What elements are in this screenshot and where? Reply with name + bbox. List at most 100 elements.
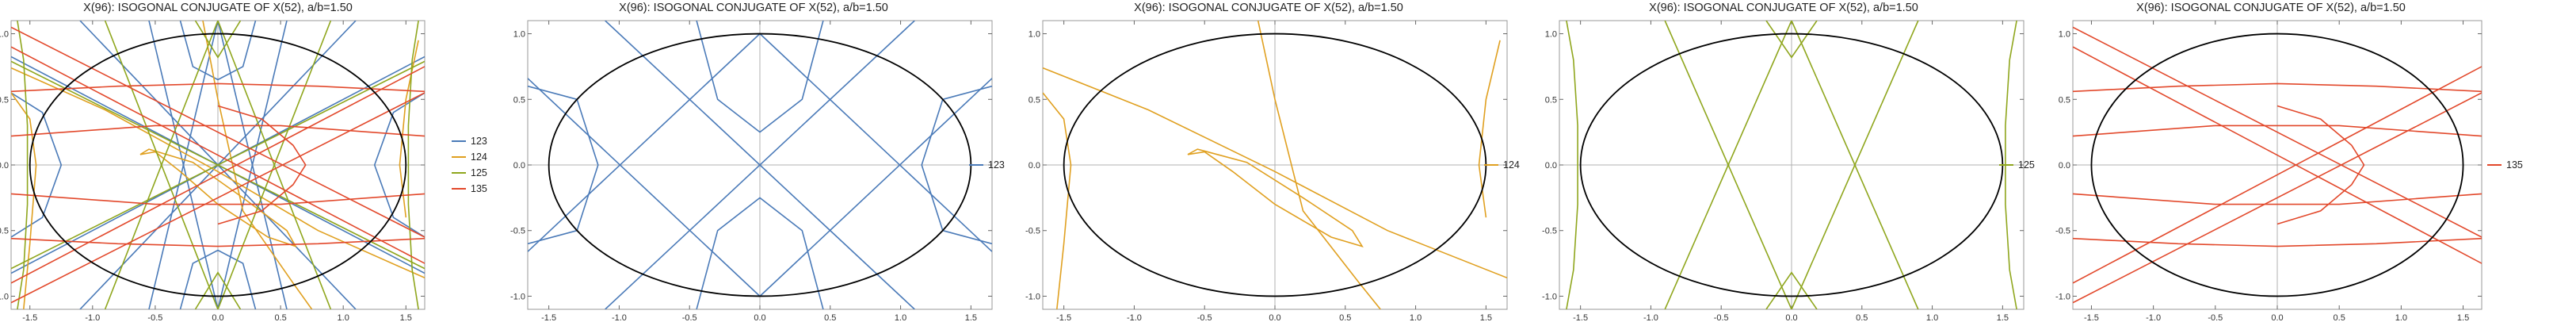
series-124-curve xyxy=(139,148,297,248)
x-tick-label: 1.0 xyxy=(1410,313,1422,322)
series-125-curve xyxy=(1791,21,1919,309)
chart-title: X(96): ISOGONAL CONJUGATE OF X(52), a/b=… xyxy=(2136,2,2406,14)
y-tick-label: -0.5 xyxy=(1542,227,1557,236)
y-tick-label: -1.0 xyxy=(1542,292,1557,301)
x-tick-label: 1.0 xyxy=(2395,313,2407,322)
chart-panel-2: X(96): ISOGONAL CONJUGATE OF X(52), a/b=… xyxy=(510,0,1030,322)
series-135-curve xyxy=(11,92,425,304)
reference-ellipse xyxy=(2090,33,2464,297)
legend-label-135: 135 xyxy=(2506,159,2523,171)
y-tick-label: -1.0 xyxy=(2055,292,2070,301)
legend-label-124: 124 xyxy=(471,151,487,163)
y-tick-label: 0.5 xyxy=(1028,95,1040,105)
y-tick-label: 0.0 xyxy=(1028,161,1040,171)
legend-label-123: 123 xyxy=(471,136,487,147)
series-123-curve xyxy=(217,21,288,309)
x-tick-label: -1.0 xyxy=(2146,313,2161,322)
series-125-curve xyxy=(217,21,332,309)
series-135-curve xyxy=(2276,105,2365,225)
series-135-curve xyxy=(11,46,425,264)
y-tick-label: 0.5 xyxy=(2059,95,2070,105)
y-tick-label: -0.5 xyxy=(0,227,9,236)
y-tick-label: -1.0 xyxy=(1025,292,1040,301)
series-125-curve xyxy=(104,21,219,309)
series-135-curve xyxy=(217,105,307,225)
series-124-curve xyxy=(202,21,313,309)
legend-label-135: 135 xyxy=(471,183,487,194)
x-tick-label: 1.5 xyxy=(2457,313,2469,322)
y-tick-label: 1.0 xyxy=(0,30,9,40)
x-tick-label: 0.0 xyxy=(212,313,223,322)
y-tick-label: 0.5 xyxy=(513,95,525,105)
series-123-curve xyxy=(179,249,257,309)
series-125-curve xyxy=(1765,21,1818,59)
series-135-curve xyxy=(2073,26,2482,238)
x-tick-label: 1.5 xyxy=(1997,313,2009,322)
y-tick-label: -0.5 xyxy=(2055,227,2070,236)
series-123-curve xyxy=(921,85,992,245)
x-tick-label: 0.5 xyxy=(1856,313,1868,322)
chart-svg-2: X(96): ISOGONAL CONJUGATE OF X(52), a/b=… xyxy=(510,2,1005,322)
chart-svg-4: X(96): ISOGONAL CONJUGATE OF X(52), a/b=… xyxy=(1542,2,2035,322)
series-124-curve xyxy=(11,92,37,309)
series-135-curve xyxy=(11,66,425,284)
y-tick-label: 1.0 xyxy=(1028,30,1040,40)
x-tick-label: -1.0 xyxy=(1127,313,1142,322)
series-135-curve xyxy=(2073,46,2482,264)
legend-label-123: 123 xyxy=(988,159,1005,171)
plot-area xyxy=(2073,26,2482,304)
chart-title: X(96): ISOGONAL CONJUGATE OF X(52), a/b=… xyxy=(1134,2,1403,14)
x-tick-label: -0.5 xyxy=(682,313,697,322)
x-tick-label: 0.0 xyxy=(2271,313,2283,322)
series-135-curve xyxy=(2073,82,2482,93)
chart-svg-1: X(96): ISOGONAL CONJUGATE OF X(52), a/b=… xyxy=(0,2,487,322)
series-125-curve xyxy=(1765,271,1818,309)
chart-svg-5: X(96): ISOGONAL CONJUGATE OF X(52), a/b=… xyxy=(2055,2,2523,322)
chart-title: X(96): ISOGONAL CONJUGATE OF X(52), a/b=… xyxy=(83,2,353,14)
chart-panel-1: X(96): ISOGONAL CONJUGATE OF X(52), a/b=… xyxy=(0,0,515,322)
series-135-curve xyxy=(11,82,425,93)
series-124-curve xyxy=(1257,21,1381,309)
x-tick-label: -0.5 xyxy=(1197,313,1212,322)
series-123-curve xyxy=(148,21,219,309)
x-tick-label: 0.5 xyxy=(2334,313,2345,322)
y-tick-label: -0.5 xyxy=(510,227,525,236)
y-tick-label: 0.5 xyxy=(1545,95,1557,105)
x-tick-label: 1.5 xyxy=(965,313,977,322)
series-125-curve xyxy=(11,60,425,270)
x-tick-label: -0.5 xyxy=(1714,313,1729,322)
legend-label-125: 125 xyxy=(471,167,487,178)
x-tick-label: -0.5 xyxy=(2208,313,2223,322)
y-tick-label: 0.0 xyxy=(0,161,9,171)
x-tick-label: -1.0 xyxy=(612,313,627,322)
y-tick-label: -1.0 xyxy=(0,292,9,301)
series-124-curve xyxy=(11,67,425,279)
x-tick-label: -1.5 xyxy=(2084,313,2099,322)
series-125-curve xyxy=(194,271,242,309)
series-125-curve xyxy=(1664,21,1792,309)
x-tick-label: 0.5 xyxy=(824,313,836,322)
series-135-curve xyxy=(2073,66,2482,284)
y-tick-label: 0.0 xyxy=(1545,161,1557,171)
series-125-curve xyxy=(407,21,419,309)
chart-title: X(96): ISOGONAL CONJUGATE OF X(52), a/b=… xyxy=(619,2,888,14)
series-124-curve xyxy=(1043,67,1507,279)
chart-svg-3: X(96): ISOGONAL CONJUGATE OF X(52), a/b=… xyxy=(1025,2,1520,322)
x-tick-label: -0.5 xyxy=(147,313,162,322)
x-tick-label: 1.0 xyxy=(338,313,349,322)
x-tick-label: 0.5 xyxy=(1339,313,1351,322)
series-135-curve xyxy=(11,193,425,205)
y-tick-label: 1.0 xyxy=(2059,30,2070,40)
plot-area xyxy=(11,21,425,309)
legend-label-124: 124 xyxy=(1503,159,1520,171)
series-123-curve xyxy=(528,85,599,245)
legend-label-125: 125 xyxy=(2018,159,2035,171)
series-135-curve xyxy=(2073,237,2482,247)
x-tick-label: 1.0 xyxy=(895,313,906,322)
x-tick-label: -1.0 xyxy=(85,313,100,322)
y-tick-label: 0.0 xyxy=(513,161,525,171)
series-135-curve xyxy=(11,26,425,238)
series-135-curve xyxy=(11,237,425,247)
series-123-curve xyxy=(605,21,915,309)
